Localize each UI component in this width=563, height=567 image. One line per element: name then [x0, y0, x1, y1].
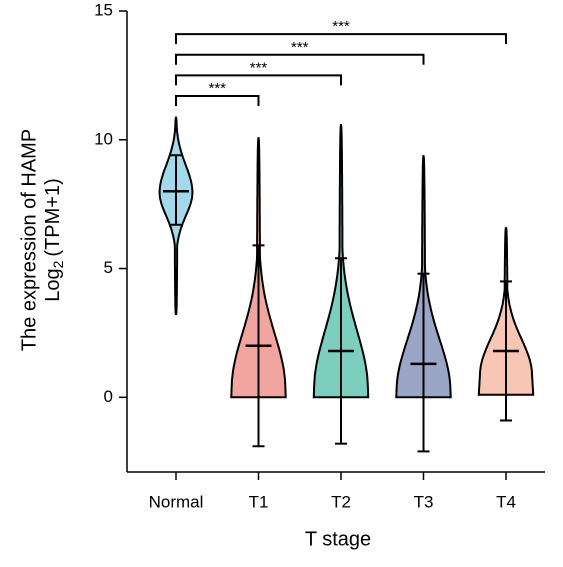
y-label-part: (TPM+1): [42, 178, 64, 256]
significance-bracket: [175, 53, 425, 65]
y-label-sub: 2: [50, 260, 66, 268]
x-tick-label: T1: [249, 492, 269, 511]
significance-bracket: [175, 74, 342, 86]
y-label: The expression of HAMP Log2 (TPM+1): [18, 129, 65, 351]
significance-label: ***: [291, 39, 309, 56]
significance-label: ***: [332, 18, 350, 35]
y-tick-label: 10: [94, 129, 113, 148]
y-tick-label: 15: [94, 0, 113, 19]
significance-label: ***: [208, 80, 226, 97]
x-tick-label: T2: [331, 492, 351, 511]
y-tick-label: 0: [104, 387, 113, 406]
y-label-line: The expression of HAMP: [18, 129, 40, 351]
y-label-part: Log: [42, 268, 64, 301]
y-tick-label: 5: [104, 258, 113, 277]
y-label-line: Log2 (TPM+1): [42, 178, 65, 302]
significance-label: ***: [250, 59, 268, 76]
significance-bracket: [175, 33, 507, 45]
x-tick-label: T4: [496, 492, 516, 511]
x-tick-label: T3: [414, 492, 434, 511]
x-label: T stage: [305, 528, 371, 550]
x-tick-label: Normal: [149, 492, 204, 511]
significance-bracket: [175, 94, 260, 106]
